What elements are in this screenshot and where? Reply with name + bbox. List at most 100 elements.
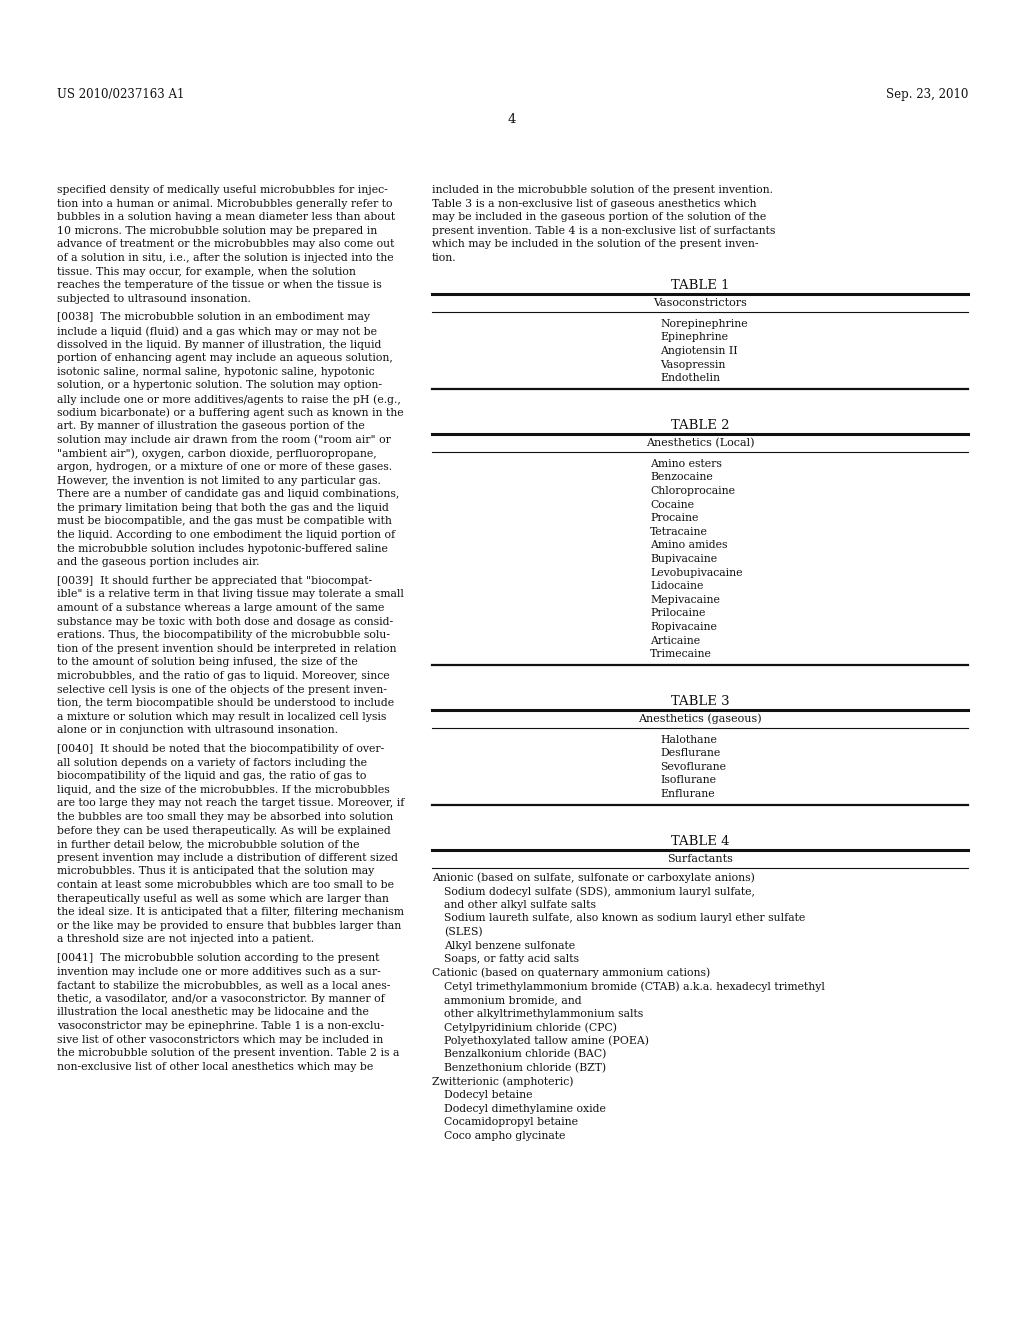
- Text: tion of the present invention should be interpreted in relation: tion of the present invention should be …: [57, 644, 396, 653]
- Text: are too large they may not reach the target tissue. Moreover, if: are too large they may not reach the tar…: [57, 799, 404, 808]
- Text: Anesthetics (Local): Anesthetics (Local): [646, 438, 755, 447]
- Text: amount of a substance whereas a large amount of the same: amount of a substance whereas a large am…: [57, 603, 384, 612]
- Text: Vasoconstrictors: Vasoconstrictors: [653, 298, 746, 308]
- Text: Benzalkonium chloride (BAC): Benzalkonium chloride (BAC): [444, 1049, 606, 1060]
- Text: Surfactants: Surfactants: [667, 854, 733, 863]
- Text: Amino esters: Amino esters: [650, 459, 722, 469]
- Text: art. By manner of illustration the gaseous portion of the: art. By manner of illustration the gaseo…: [57, 421, 365, 432]
- Text: sodium bicarbonate) or a buffering agent such as known in the: sodium bicarbonate) or a buffering agent…: [57, 408, 403, 418]
- Text: which may be included in the solution of the present inven-: which may be included in the solution of…: [432, 239, 759, 249]
- Text: the ideal size. It is anticipated that a filter, filtering mechanism: the ideal size. It is anticipated that a…: [57, 907, 404, 917]
- Text: therapeutically useful as well as some which are larger than: therapeutically useful as well as some w…: [57, 894, 389, 904]
- Text: the liquid. According to one embodiment the liquid portion of: the liquid. According to one embodiment …: [57, 531, 395, 540]
- Text: Benzethonium chloride (BZT): Benzethonium chloride (BZT): [444, 1063, 606, 1073]
- Text: alone or in conjunction with ultrasound insonation.: alone or in conjunction with ultrasound …: [57, 726, 338, 735]
- Text: present invention may include a distribution of different sized: present invention may include a distribu…: [57, 853, 398, 863]
- Text: Epinephrine: Epinephrine: [660, 333, 728, 342]
- Text: isotonic saline, normal saline, hypotonic saline, hypotonic: isotonic saline, normal saline, hypotoni…: [57, 367, 375, 376]
- Text: Vasopressin: Vasopressin: [660, 359, 725, 370]
- Text: illustration the local anesthetic may be lidocaine and the: illustration the local anesthetic may be…: [57, 1007, 369, 1018]
- Text: Cetyl trimethylammonium bromide (CTAB) a.k.a. hexadecyl trimethyl: Cetyl trimethylammonium bromide (CTAB) a…: [444, 981, 825, 991]
- Text: [0039]  It should further be appreciated that "biocompat-: [0039] It should further be appreciated …: [57, 576, 372, 586]
- Text: tion into a human or animal. Microbubbles generally refer to: tion into a human or animal. Microbubble…: [57, 198, 392, 209]
- Text: and other alkyl sulfate salts: and other alkyl sulfate salts: [444, 900, 596, 909]
- Text: the primary limitation being that both the gas and the liquid: the primary limitation being that both t…: [57, 503, 389, 512]
- Text: biocompatibility of the liquid and gas, the ratio of gas to: biocompatibility of the liquid and gas, …: [57, 771, 367, 781]
- Text: invention may include one or more additives such as a sur-: invention may include one or more additi…: [57, 966, 381, 977]
- Text: Mepivacaine: Mepivacaine: [650, 595, 720, 605]
- Text: in further detail below, the microbubble solution of the: in further detail below, the microbubble…: [57, 840, 359, 849]
- Text: other alkyltrimethylammonium salts: other alkyltrimethylammonium salts: [444, 1008, 643, 1019]
- Text: Ropivacaine: Ropivacaine: [650, 622, 717, 632]
- Text: included in the microbubble solution of the present invention.: included in the microbubble solution of …: [432, 185, 773, 195]
- Text: Endothelin: Endothelin: [660, 374, 720, 383]
- Text: microbubbles. Thus it is anticipated that the solution may: microbubbles. Thus it is anticipated tha…: [57, 866, 374, 876]
- Text: Alkyl benzene sulfonate: Alkyl benzene sulfonate: [444, 941, 575, 950]
- Text: tion, the term biocompatible should be understood to include: tion, the term biocompatible should be u…: [57, 698, 394, 709]
- Text: Articaine: Articaine: [650, 635, 700, 645]
- Text: solution, or a hypertonic solution. The solution may option-: solution, or a hypertonic solution. The …: [57, 380, 382, 391]
- Text: all solution depends on a variety of factors including the: all solution depends on a variety of fac…: [57, 758, 367, 768]
- Text: TABLE 3: TABLE 3: [671, 694, 729, 708]
- Text: vasoconstrictor may be epinephrine. Table 1 is a non-exclu-: vasoconstrictor may be epinephrine. Tabl…: [57, 1020, 384, 1031]
- Text: Anionic (based on sulfate, sulfonate or carboxylate anions): Anionic (based on sulfate, sulfonate or …: [432, 873, 755, 883]
- Text: specified density of medically useful microbubbles for injec-: specified density of medically useful mi…: [57, 185, 388, 195]
- Text: US 2010/0237163 A1: US 2010/0237163 A1: [57, 88, 184, 102]
- Text: Cocaine: Cocaine: [650, 499, 694, 510]
- Text: 10 microns. The microbubble solution may be prepared in: 10 microns. The microbubble solution may…: [57, 226, 377, 236]
- Text: sive list of other vasoconstrictors which may be included in: sive list of other vasoconstrictors whic…: [57, 1035, 383, 1044]
- Text: contain at least some microbubbles which are too small to be: contain at least some microbubbles which…: [57, 880, 394, 890]
- Text: [0040]  It should be noted that the biocompatibility of over-: [0040] It should be noted that the bioco…: [57, 744, 384, 754]
- Text: However, the invention is not limited to any particular gas.: However, the invention is not limited to…: [57, 475, 381, 486]
- Text: ible" is a relative term in that living tissue may tolerate a small: ible" is a relative term in that living …: [57, 590, 403, 599]
- Text: Anesthetics (gaseous): Anesthetics (gaseous): [638, 714, 762, 725]
- Text: the microbubble solution of the present invention. Table 2 is a: the microbubble solution of the present …: [57, 1048, 399, 1059]
- Text: may be included in the gaseous portion of the solution of the: may be included in the gaseous portion o…: [432, 213, 766, 222]
- Text: There are a number of candidate gas and liquid combinations,: There are a number of candidate gas and …: [57, 490, 399, 499]
- Text: present invention. Table 4 is a non-exclusive list of surfactants: present invention. Table 4 is a non-excl…: [432, 226, 775, 236]
- Text: Dodecyl dimethylamine oxide: Dodecyl dimethylamine oxide: [444, 1104, 606, 1114]
- Text: erations. Thus, the biocompatibility of the microbubble solu-: erations. Thus, the biocompatibility of …: [57, 630, 390, 640]
- Text: of a solution in situ, i.e., after the solution is injected into the: of a solution in situ, i.e., after the s…: [57, 253, 393, 263]
- Text: liquid, and the size of the microbubbles. If the microbubbles: liquid, and the size of the microbubbles…: [57, 785, 390, 795]
- Text: before they can be used therapeutically. As will be explained: before they can be used therapeutically.…: [57, 825, 391, 836]
- Text: dissolved in the liquid. By manner of illustration, the liquid: dissolved in the liquid. By manner of il…: [57, 339, 381, 350]
- Text: ammonium bromide, and: ammonium bromide, and: [444, 995, 582, 1005]
- Text: Sep. 23, 2010: Sep. 23, 2010: [886, 88, 968, 102]
- Text: Dodecyl betaine: Dodecyl betaine: [444, 1090, 532, 1100]
- Text: Prilocaine: Prilocaine: [650, 609, 706, 618]
- Text: ally include one or more additives/agents to raise the pH (e.g.,: ally include one or more additives/agent…: [57, 393, 400, 404]
- Text: must be biocompatible, and the gas must be compatible with: must be biocompatible, and the gas must …: [57, 516, 392, 527]
- Text: Bupivacaine: Bupivacaine: [650, 554, 717, 564]
- Text: Chloroprocaine: Chloroprocaine: [650, 486, 735, 496]
- Text: a mixture or solution which may result in localized cell lysis: a mixture or solution which may result i…: [57, 711, 386, 722]
- Text: microbubbles, and the ratio of gas to liquid. Moreover, since: microbubbles, and the ratio of gas to li…: [57, 671, 389, 681]
- Text: a threshold size are not injected into a patient.: a threshold size are not injected into a…: [57, 935, 314, 944]
- Text: advance of treatment or the microbubbles may also come out: advance of treatment or the microbubbles…: [57, 239, 394, 249]
- Text: TABLE 1: TABLE 1: [671, 279, 729, 292]
- Text: selective cell lysis is one of the objects of the present inven-: selective cell lysis is one of the objec…: [57, 685, 387, 694]
- Text: include a liquid (fluid) and a gas which may or may not be: include a liquid (fluid) and a gas which…: [57, 326, 377, 337]
- Text: Cocamidopropyl betaine: Cocamidopropyl betaine: [444, 1118, 578, 1127]
- Text: Isoflurane: Isoflurane: [660, 775, 716, 785]
- Text: Tetracaine: Tetracaine: [650, 527, 708, 537]
- Text: Procaine: Procaine: [650, 513, 698, 523]
- Text: bubbles in a solution having a mean diameter less than about: bubbles in a solution having a mean diam…: [57, 213, 395, 222]
- Text: and the gaseous portion includes air.: and the gaseous portion includes air.: [57, 557, 259, 568]
- Text: Soaps, or fatty acid salts: Soaps, or fatty acid salts: [444, 954, 579, 964]
- Text: Table 3 is a non-exclusive list of gaseous anesthetics which: Table 3 is a non-exclusive list of gaseo…: [432, 198, 757, 209]
- Text: Amino amides: Amino amides: [650, 540, 727, 550]
- Text: [0038]  The microbubble solution in an embodiment may: [0038] The microbubble solution in an em…: [57, 313, 370, 322]
- Text: thetic, a vasodilator, and/or a vasoconstrictor. By manner of: thetic, a vasodilator, and/or a vasocons…: [57, 994, 385, 1003]
- Text: Zwitterionic (amphoteric): Zwitterionic (amphoteric): [432, 1077, 573, 1088]
- Text: TABLE 2: TABLE 2: [671, 418, 729, 432]
- Text: Halothane: Halothane: [660, 735, 717, 744]
- Text: Coco ampho glycinate: Coco ampho glycinate: [444, 1131, 565, 1140]
- Text: to the amount of solution being infused, the size of the: to the amount of solution being infused,…: [57, 657, 357, 668]
- Text: "ambient air"), oxygen, carbon dioxide, perfluoropropane,: "ambient air"), oxygen, carbon dioxide, …: [57, 449, 377, 459]
- Text: Lidocaine: Lidocaine: [650, 581, 703, 591]
- Text: Desflurane: Desflurane: [660, 748, 720, 758]
- Text: Cetylpyridinium chloride (CPC): Cetylpyridinium chloride (CPC): [444, 1022, 617, 1032]
- Text: Angiotensin II: Angiotensin II: [660, 346, 737, 356]
- Text: tissue. This may occur, for example, when the solution: tissue. This may occur, for example, whe…: [57, 267, 356, 277]
